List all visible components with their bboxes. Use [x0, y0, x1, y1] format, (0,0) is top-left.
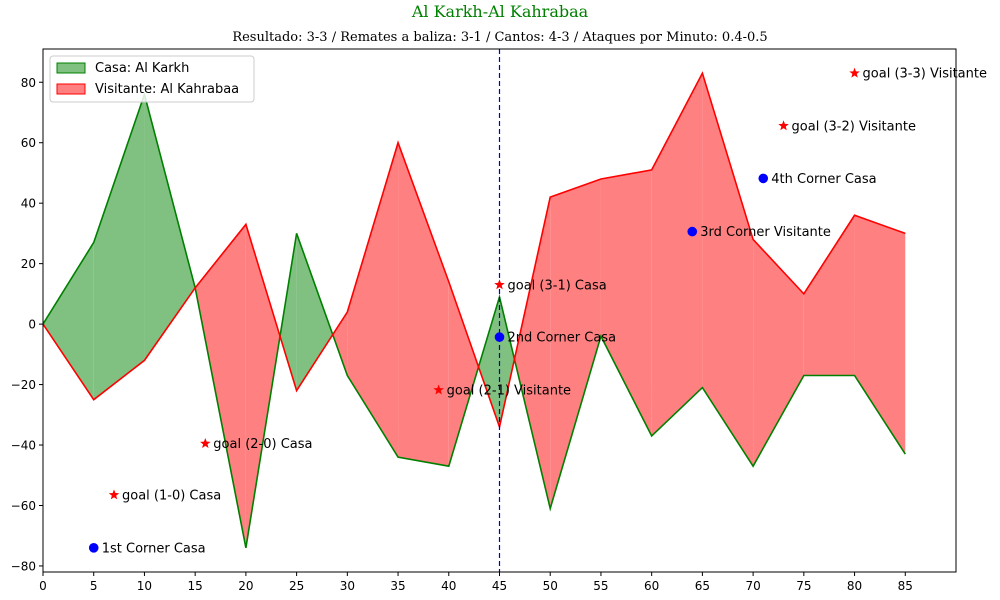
goal-star-marker — [494, 279, 505, 290]
chart-subtitle: Resultado: 3-3 / Remates a baliza: 3-1 /… — [232, 30, 767, 45]
goal-star-marker — [849, 67, 860, 78]
away-area-segment — [753, 239, 804, 467]
home-series-line — [42, 91, 906, 548]
event-label: goal (2-1) Visitante — [447, 384, 571, 399]
legend-label-away: Visitante: Al Kahrabaa — [95, 82, 239, 97]
y-tick-label: −60 — [11, 499, 36, 513]
event-label: goal (3-2) Visitante — [792, 119, 916, 134]
x-axis: 0 5 10 15 20 25 30 35 40 45 50 55 60 65 70 75 80 85 — [39, 572, 913, 593]
x-tick-label: 75 — [796, 579, 811, 593]
y-tick-label: 20 — [21, 257, 36, 271]
event-label: goal (3-1) Casa — [508, 278, 607, 293]
x-tick-label: 40 — [441, 579, 456, 593]
away-area-segment — [398, 142, 449, 467]
home-area-segment — [43, 242, 94, 400]
event-label: goal (3-3) Visitante — [863, 67, 987, 82]
away-area-segment — [550, 178, 601, 509]
corner-marker — [758, 173, 769, 184]
event-label: 4th Corner Casa — [771, 172, 876, 187]
corner-marker — [88, 543, 99, 553]
event-label: 3rd Corner Visitante — [700, 225, 831, 240]
series-lines — [42, 71, 906, 548]
away-area-segment — [195, 224, 246, 548]
goal-star-marker — [108, 489, 120, 500]
x-tick-label: 35 — [390, 579, 405, 593]
event-annotations: 1st Corner Casa goal (1-0) Casa goal (2-0)… — [88, 67, 987, 556]
y-axis: 80 60 40 20 0 −20 −40 −60 −80 — [11, 76, 43, 573]
away-area-segment — [651, 73, 703, 436]
y-tick-label: 40 — [21, 197, 36, 211]
goal-star-marker — [778, 120, 789, 131]
y-tick-label: 0 — [28, 318, 36, 332]
event-label: 2nd Corner Casa — [508, 331, 617, 346]
legend-box — [49, 55, 255, 103]
home-area-segment — [478, 296, 500, 427]
away-area-segment — [702, 73, 754, 467]
away-area-segment — [514, 197, 551, 509]
x-tick-label: 15 — [188, 579, 203, 593]
x-tick-label: 85 — [898, 579, 913, 593]
x-tick-label: 70 — [745, 579, 760, 593]
corner-marker — [687, 226, 698, 237]
away-area-segment — [448, 281, 479, 467]
chart-title: Al Karkh-Al Kahrabaa — [411, 2, 589, 21]
x-tick-label: 50 — [543, 579, 558, 593]
legend-swatch-home — [56, 62, 86, 74]
home-area-segment — [499, 296, 515, 427]
home-area-segment — [280, 233, 297, 391]
away-area-segment — [245, 224, 281, 548]
area-fills — [43, 73, 906, 548]
event-label: 1st Corner Casa — [102, 541, 206, 556]
legend: Casa: Al Karkh Visitante: Al Kahrabaa — [49, 55, 255, 103]
legend-swatch-away — [56, 83, 86, 95]
x-tick-label: 0 — [39, 579, 47, 593]
y-tick-label: 60 — [21, 136, 36, 150]
y-tick-label: −80 — [11, 559, 36, 573]
goal-star-marker — [433, 384, 444, 395]
x-tick-label: 45 — [492, 579, 507, 593]
away-area-segment — [332, 312, 348, 376]
away-area-segment — [854, 215, 906, 455]
away-area-segment — [600, 169, 652, 436]
goal-star-marker — [200, 438, 211, 448]
x-tick-label: 65 — [695, 579, 710, 593]
x-tick-label: 20 — [238, 579, 253, 593]
x-tick-label: 60 — [644, 579, 659, 593]
legend-label-home: Casa: Al Karkh — [95, 61, 189, 76]
y-tick-label: −20 — [11, 378, 36, 392]
x-tick-label: 30 — [340, 579, 355, 593]
event-label: goal (2-0) Casa — [213, 437, 312, 452]
event-label: goal (1-0) Casa — [122, 488, 221, 503]
x-tick-label: 25 — [289, 579, 304, 593]
away-area-segment — [347, 142, 399, 458]
x-tick-label: 80 — [847, 579, 862, 593]
away-series-line — [42, 71, 906, 430]
home-area-segment — [93, 94, 145, 400]
away-area-segment — [803, 215, 855, 376]
home-area-segment — [144, 94, 196, 361]
corner-marker — [494, 332, 505, 342]
y-tick-label: −40 — [11, 439, 36, 453]
y-tick-label: 80 — [21, 76, 36, 90]
x-tick-label: 5 — [90, 579, 98, 593]
x-tick-label: 10 — [137, 579, 152, 593]
x-tick-label: 55 — [593, 579, 608, 593]
home-area-segment — [296, 233, 333, 391]
